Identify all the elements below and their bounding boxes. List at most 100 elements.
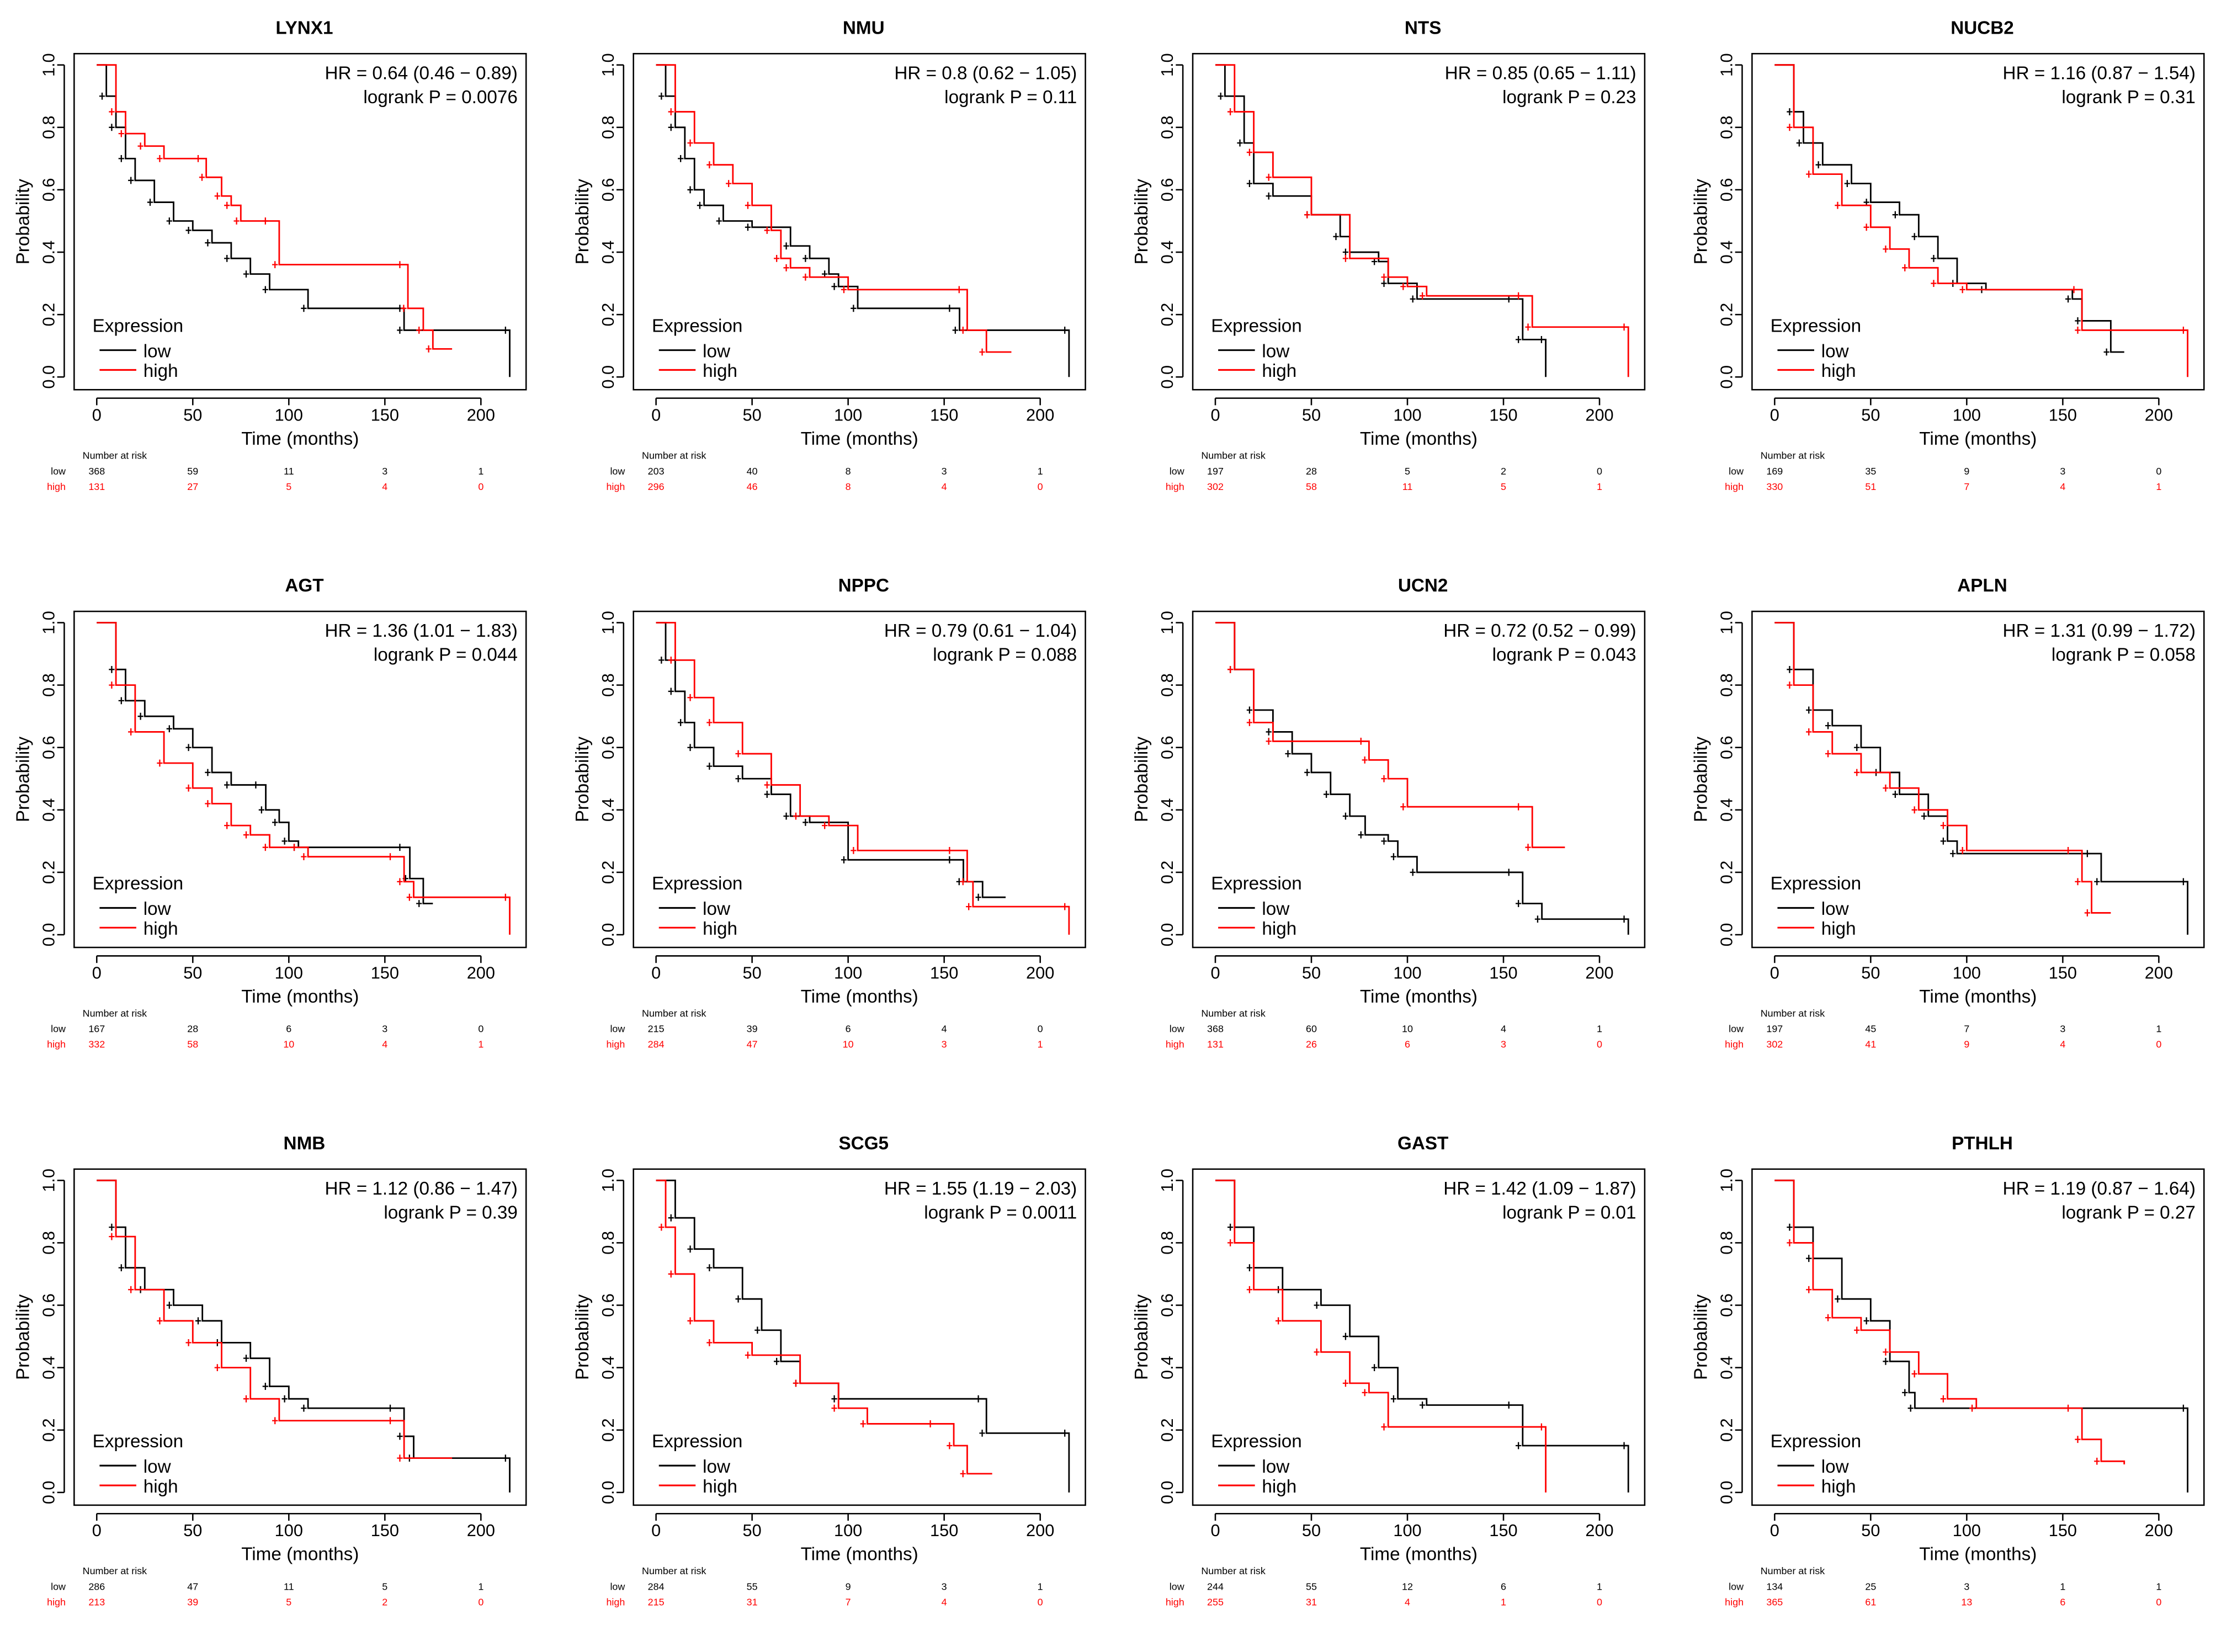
y-tick-label: 0.8 [1157,673,1177,697]
x-tick-label: 200 [1026,1521,1054,1540]
y-axis-label: Probability [1131,179,1152,265]
censor-mark-high [822,822,828,829]
censor-mark-high [109,108,115,115]
risk-count-low: 197 [1766,1024,1783,1035]
hazard-ratio: HR = 1.42 (1.09 − 1.87) [1443,1179,1636,1199]
logrank-p: logrank P = 0.088 [933,645,1077,665]
y-tick-label: 0.4 [598,1356,618,1379]
censor-mark-high [1883,1348,1889,1356]
censor-mark-high [851,846,857,854]
y-tick-label: 0.0 [1157,1481,1177,1505]
risk-count-high: 39 [187,1597,198,1608]
y-tick-label: 1.0 [1717,53,1736,77]
x-axis-label: Time (months) [1360,429,1478,449]
censor-mark-low [387,1404,394,1412]
censor-mark-low [1323,791,1330,798]
x-tick-label: 0 [651,1521,661,1540]
censor-mark-low [952,327,958,334]
legend-label-low: low [703,1457,731,1477]
censor-mark-low [253,781,259,788]
censor-mark-high [1911,1370,1917,1378]
censor-mark-low [147,199,153,206]
x-tick-label: 200 [2145,406,2173,425]
panel-title: GAST [1397,1133,1448,1154]
risk-count-high: 61 [1865,1597,1876,1608]
x-tick-label: 200 [1026,963,1054,982]
y-tick-label: 0.4 [1717,798,1736,822]
risk-row-label-high: high [606,1597,625,1608]
risk-count-high: 58 [1306,481,1317,492]
y-axis-label: Probability [1691,179,1712,265]
legend-label-low: low [1262,1457,1290,1477]
censor-mark-high [205,800,211,807]
censor-mark-high [1835,201,1841,209]
censor-mark-low [947,856,953,864]
censor-mark-low [1907,1404,1914,1412]
y-tick-label: 0.0 [1717,365,1736,389]
y-tick-label: 0.6 [39,736,59,759]
km-panel-apln: APLN 0 50 100 150 200 Time (months) 0.0 0.2 0.4 0.… [1691,575,2205,1050]
censor-mark-low [2084,850,2091,857]
censor-mark-low [262,286,268,294]
x-tick-label: 150 [371,1521,399,1540]
censor-mark-high [1246,719,1253,726]
censor-mark-high [1362,1389,1368,1397]
legend-label-high: high [1821,361,1856,381]
y-tick-label: 1.0 [39,611,59,635]
x-tick-label: 50 [1302,406,1321,425]
hazard-ratio: HR = 1.36 (1.01 − 1.83) [325,621,518,641]
censor-mark-high [687,694,693,701]
censor-mark-high [1342,254,1349,262]
risk-count-low: 11 [284,1581,294,1592]
y-tick-label: 1.0 [598,53,618,77]
plot-frame [1751,610,2205,948]
censor-mark-low [281,837,288,845]
y-tick-label: 0.2 [1717,303,1736,327]
hazard-ratio: HR = 0.85 (0.65 − 1.11) [1445,63,1636,83]
censor-mark-high [2075,1436,2081,1443]
x-axis-label: Time (months) [801,429,918,449]
risk-count-low: 284 [648,1581,665,1592]
x-tick-label: 50 [1302,963,1321,982]
y-tick-label: 0.8 [1717,673,1736,697]
y-tick-label: 0.0 [39,923,59,947]
x-tick-label: 200 [1585,406,1613,425]
censor-mark-low [1246,706,1253,714]
x-tick-label: 100 [275,406,303,425]
risk-count-high: 7 [1964,481,1969,492]
y-tick-label: 1.0 [598,611,618,635]
legend-label-high: high [703,919,737,939]
censor-mark-high [397,878,403,886]
risk-table-title: Number at risk [642,450,706,461]
censor-mark-high [185,784,192,792]
censor-mark-low [1787,665,1793,673]
censor-mark-high [214,192,220,200]
legend-title: Expression [1771,873,1861,894]
legend-title: Expression [652,1431,742,1452]
risk-row-label-low: low [1170,466,1184,477]
risk-count-low: 0 [2156,466,2161,477]
y-axis-label: Probability [1131,737,1152,823]
y-tick-label: 1.0 [598,1169,618,1192]
risk-row-label-low: low [610,466,625,477]
y-tick-label: 0.0 [1157,923,1177,947]
censor-mark-low [416,900,422,907]
censor-mark-high [1787,1239,1793,1246]
survival-curve-high [97,622,511,935]
risk-count-high: 9 [1964,1039,1969,1050]
risk-table-title: Number at risk [1761,1008,1825,1019]
risk-count-high: 1 [478,1039,483,1050]
x-tick-label: 100 [1953,406,1981,425]
risk-count-low: 1 [1597,1024,1602,1035]
risk-count-high: 1 [1038,1039,1043,1050]
x-tick-label: 150 [2049,1521,2077,1540]
censor-mark-high [1525,844,1531,851]
censor-mark-high [668,1270,674,1278]
censor-mark-high [109,681,115,689]
risk-table-title: Number at risk [83,450,147,461]
censor-mark-low [1227,1223,1234,1231]
censor-mark-low [224,254,230,262]
y-tick-label: 0.4 [598,798,618,822]
risk-count-low: 1 [1038,466,1043,477]
